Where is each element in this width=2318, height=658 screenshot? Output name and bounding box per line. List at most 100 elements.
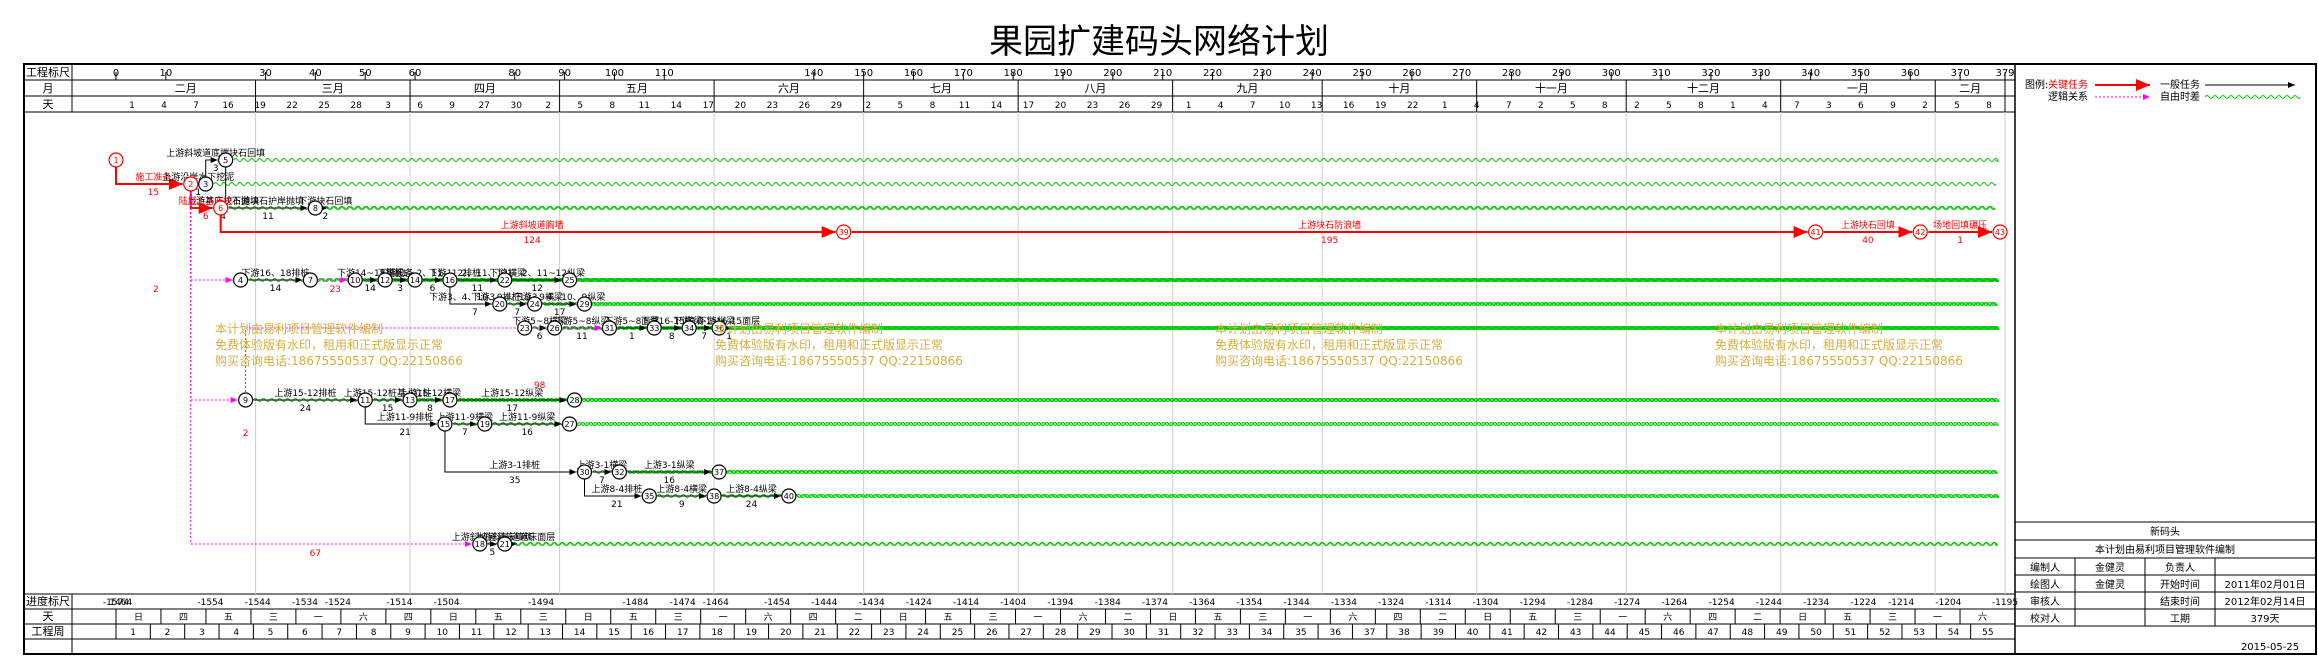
activity-duration: 14 [270, 284, 282, 294]
node-circle [646, 320, 662, 336]
node-circle [357, 392, 373, 408]
node-circle [183, 176, 199, 192]
day-label: 17 [703, 101, 714, 111]
info-value: 金健灵 [2095, 578, 2125, 591]
activity-duration: 7 [462, 428, 468, 438]
node-19: 19 [477, 416, 493, 432]
day-label: 20 [1055, 101, 1067, 111]
node-42: 42 [1912, 224, 1928, 240]
month-label: 六月 [778, 82, 800, 95]
node-circle [561, 416, 578, 432]
free-float-wave [726, 470, 1997, 474]
activity-arrow: 上游15-12排桩 24 [253, 387, 358, 414]
scale-tick-label: 220 [1203, 68, 1222, 79]
scale-tick-label: 110 [655, 68, 674, 79]
activity-name: 上游斜坡道道床面层 [474, 531, 555, 543]
activity-line [115, 160, 183, 190]
week-label: 54 [1948, 628, 1960, 638]
day-label: 2 [1922, 101, 1928, 111]
activity-duration: 5 [489, 548, 495, 558]
week-label: 25 [952, 628, 963, 638]
progress-tick-label: -1544 [245, 598, 271, 608]
week-label: 18 [711, 628, 723, 638]
scale-tick-label: 150 [854, 68, 873, 79]
node-number: 4 [238, 276, 243, 285]
activity-arrow: 上游块石防浪墙 195 [851, 219, 1808, 246]
activity-duration: 2 [322, 212, 328, 222]
info-table-frame [2014, 521, 2317, 655]
day-label: 2 [866, 101, 872, 111]
progress-tick-label: -1214 [1888, 598, 1914, 608]
activity-name: 下游3、4、10、9纵梁 [514, 291, 606, 303]
activity-name: 下游16、18排桩 [242, 267, 310, 279]
activity-name: 上游块石防浪墙 [1298, 219, 1361, 231]
week-label: 52 [1879, 628, 1890, 638]
activity-name: 场地回填碾压 [1933, 219, 1987, 231]
node-37: 37 [711, 464, 727, 480]
weekday-label: 三 [1258, 613, 1267, 623]
weekday-label: 六 [1078, 611, 1087, 623]
outer-frame [23, 63, 2317, 655]
day-label: 2 [545, 101, 551, 111]
progress-tick-label: -1524 [325, 598, 351, 608]
weekday-label: 五 [494, 613, 503, 623]
node-circle [836, 224, 852, 240]
day-label: 14 [671, 101, 683, 111]
activity-duration: 15 [382, 404, 393, 414]
progress-tick-label: -1494 [528, 598, 554, 608]
activity-duration: 16 [664, 476, 676, 486]
week-label: 51 [1845, 628, 1856, 638]
day-label: 5 [898, 101, 904, 111]
node-10: 10 [347, 272, 363, 288]
free-float-wave [507, 302, 1996, 306]
day-label: 7 [1794, 101, 1800, 111]
node-number: 26 [550, 324, 560, 333]
activity-duration: 40 [1862, 236, 1874, 246]
node-number: 43 [1995, 228, 2005, 237]
activity-duration: 1 [629, 332, 635, 342]
day-label: 27 [478, 101, 489, 111]
activity-arrow: 上游3-1排桩 35 [444, 424, 577, 486]
day-label: 4 [1762, 101, 1768, 111]
progress-tick-label: -1274 [1614, 598, 1640, 608]
activity-duration: 11 [576, 332, 587, 342]
node-circle [706, 488, 722, 504]
activity-line [449, 280, 492, 307]
node-number: 3 [203, 180, 208, 189]
node-15: 15 [437, 416, 453, 432]
month-label: 四月 [474, 82, 496, 95]
scale-tick-label: 330 [1751, 68, 1770, 79]
day-label: 16 [1343, 101, 1355, 111]
week-label: 22 [849, 628, 860, 638]
progress-tick-label: 1464 [109, 598, 132, 608]
watermark-line: 免费体验版有水印，租用和正式版显示正常 [215, 337, 443, 352]
activity-duration: 15 [148, 188, 159, 198]
watermark-line: 免费体验版有水印，租用和正式版显示正常 [1215, 337, 1443, 352]
free-float-wave [512, 278, 1998, 282]
info-value: 379天 [2250, 614, 2279, 625]
progress-tick-label: -1195 [1992, 598, 2018, 608]
day-label: 19 [1375, 101, 1387, 111]
weekday-label: 日 [1483, 612, 1492, 623]
weekday-label: 五 [1528, 613, 1537, 623]
node-circle [566, 392, 583, 408]
node-32: 32 [611, 464, 628, 480]
activity-arrow: 上游斜坡道底端块石回填 3 [166, 147, 265, 184]
activity-name: 上游8-4横梁 [656, 483, 707, 495]
info-key: 编制人 [2030, 561, 2060, 574]
scale-tick-label: 280 [1502, 68, 1521, 79]
free-float-wave [492, 422, 1996, 426]
week-label: 53 [1913, 628, 1924, 638]
node-36: 36 [711, 320, 727, 336]
legend-float-label: 自由时差 [2160, 90, 2200, 103]
weekday-label: 六 [359, 611, 368, 623]
node-25: 25 [561, 272, 578, 288]
scale-tick-label: 90 [558, 68, 571, 79]
weekday-label: 一 [1933, 613, 1942, 623]
node-number: 5 [223, 156, 228, 165]
free-float-wave [592, 302, 1998, 306]
day-label: 9 [449, 101, 455, 111]
progress-tick-label: -1334 [1331, 598, 1357, 608]
node-11: 11 [357, 392, 373, 408]
